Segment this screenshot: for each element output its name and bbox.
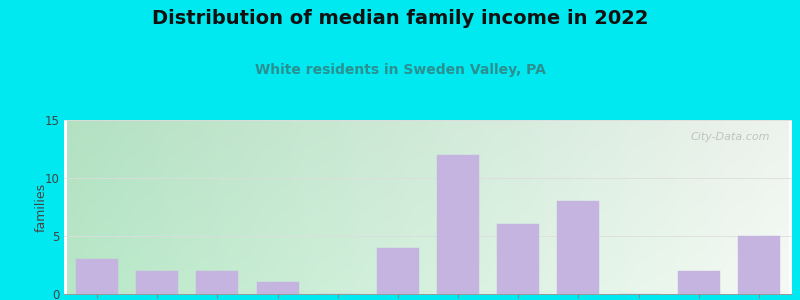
Bar <box>76 259 118 294</box>
Text: City-Data.com: City-Data.com <box>690 132 770 142</box>
Bar <box>437 155 479 294</box>
Bar <box>136 271 178 294</box>
Y-axis label: families: families <box>35 182 48 232</box>
Bar <box>558 201 599 294</box>
Text: White residents in Sweden Valley, PA: White residents in Sweden Valley, PA <box>254 63 546 77</box>
Bar <box>678 271 720 294</box>
Bar <box>497 224 539 294</box>
Bar <box>196 271 238 294</box>
Bar <box>738 236 780 294</box>
Bar <box>377 248 419 294</box>
Text: Distribution of median family income in 2022: Distribution of median family income in … <box>152 9 648 28</box>
Bar <box>257 282 298 294</box>
